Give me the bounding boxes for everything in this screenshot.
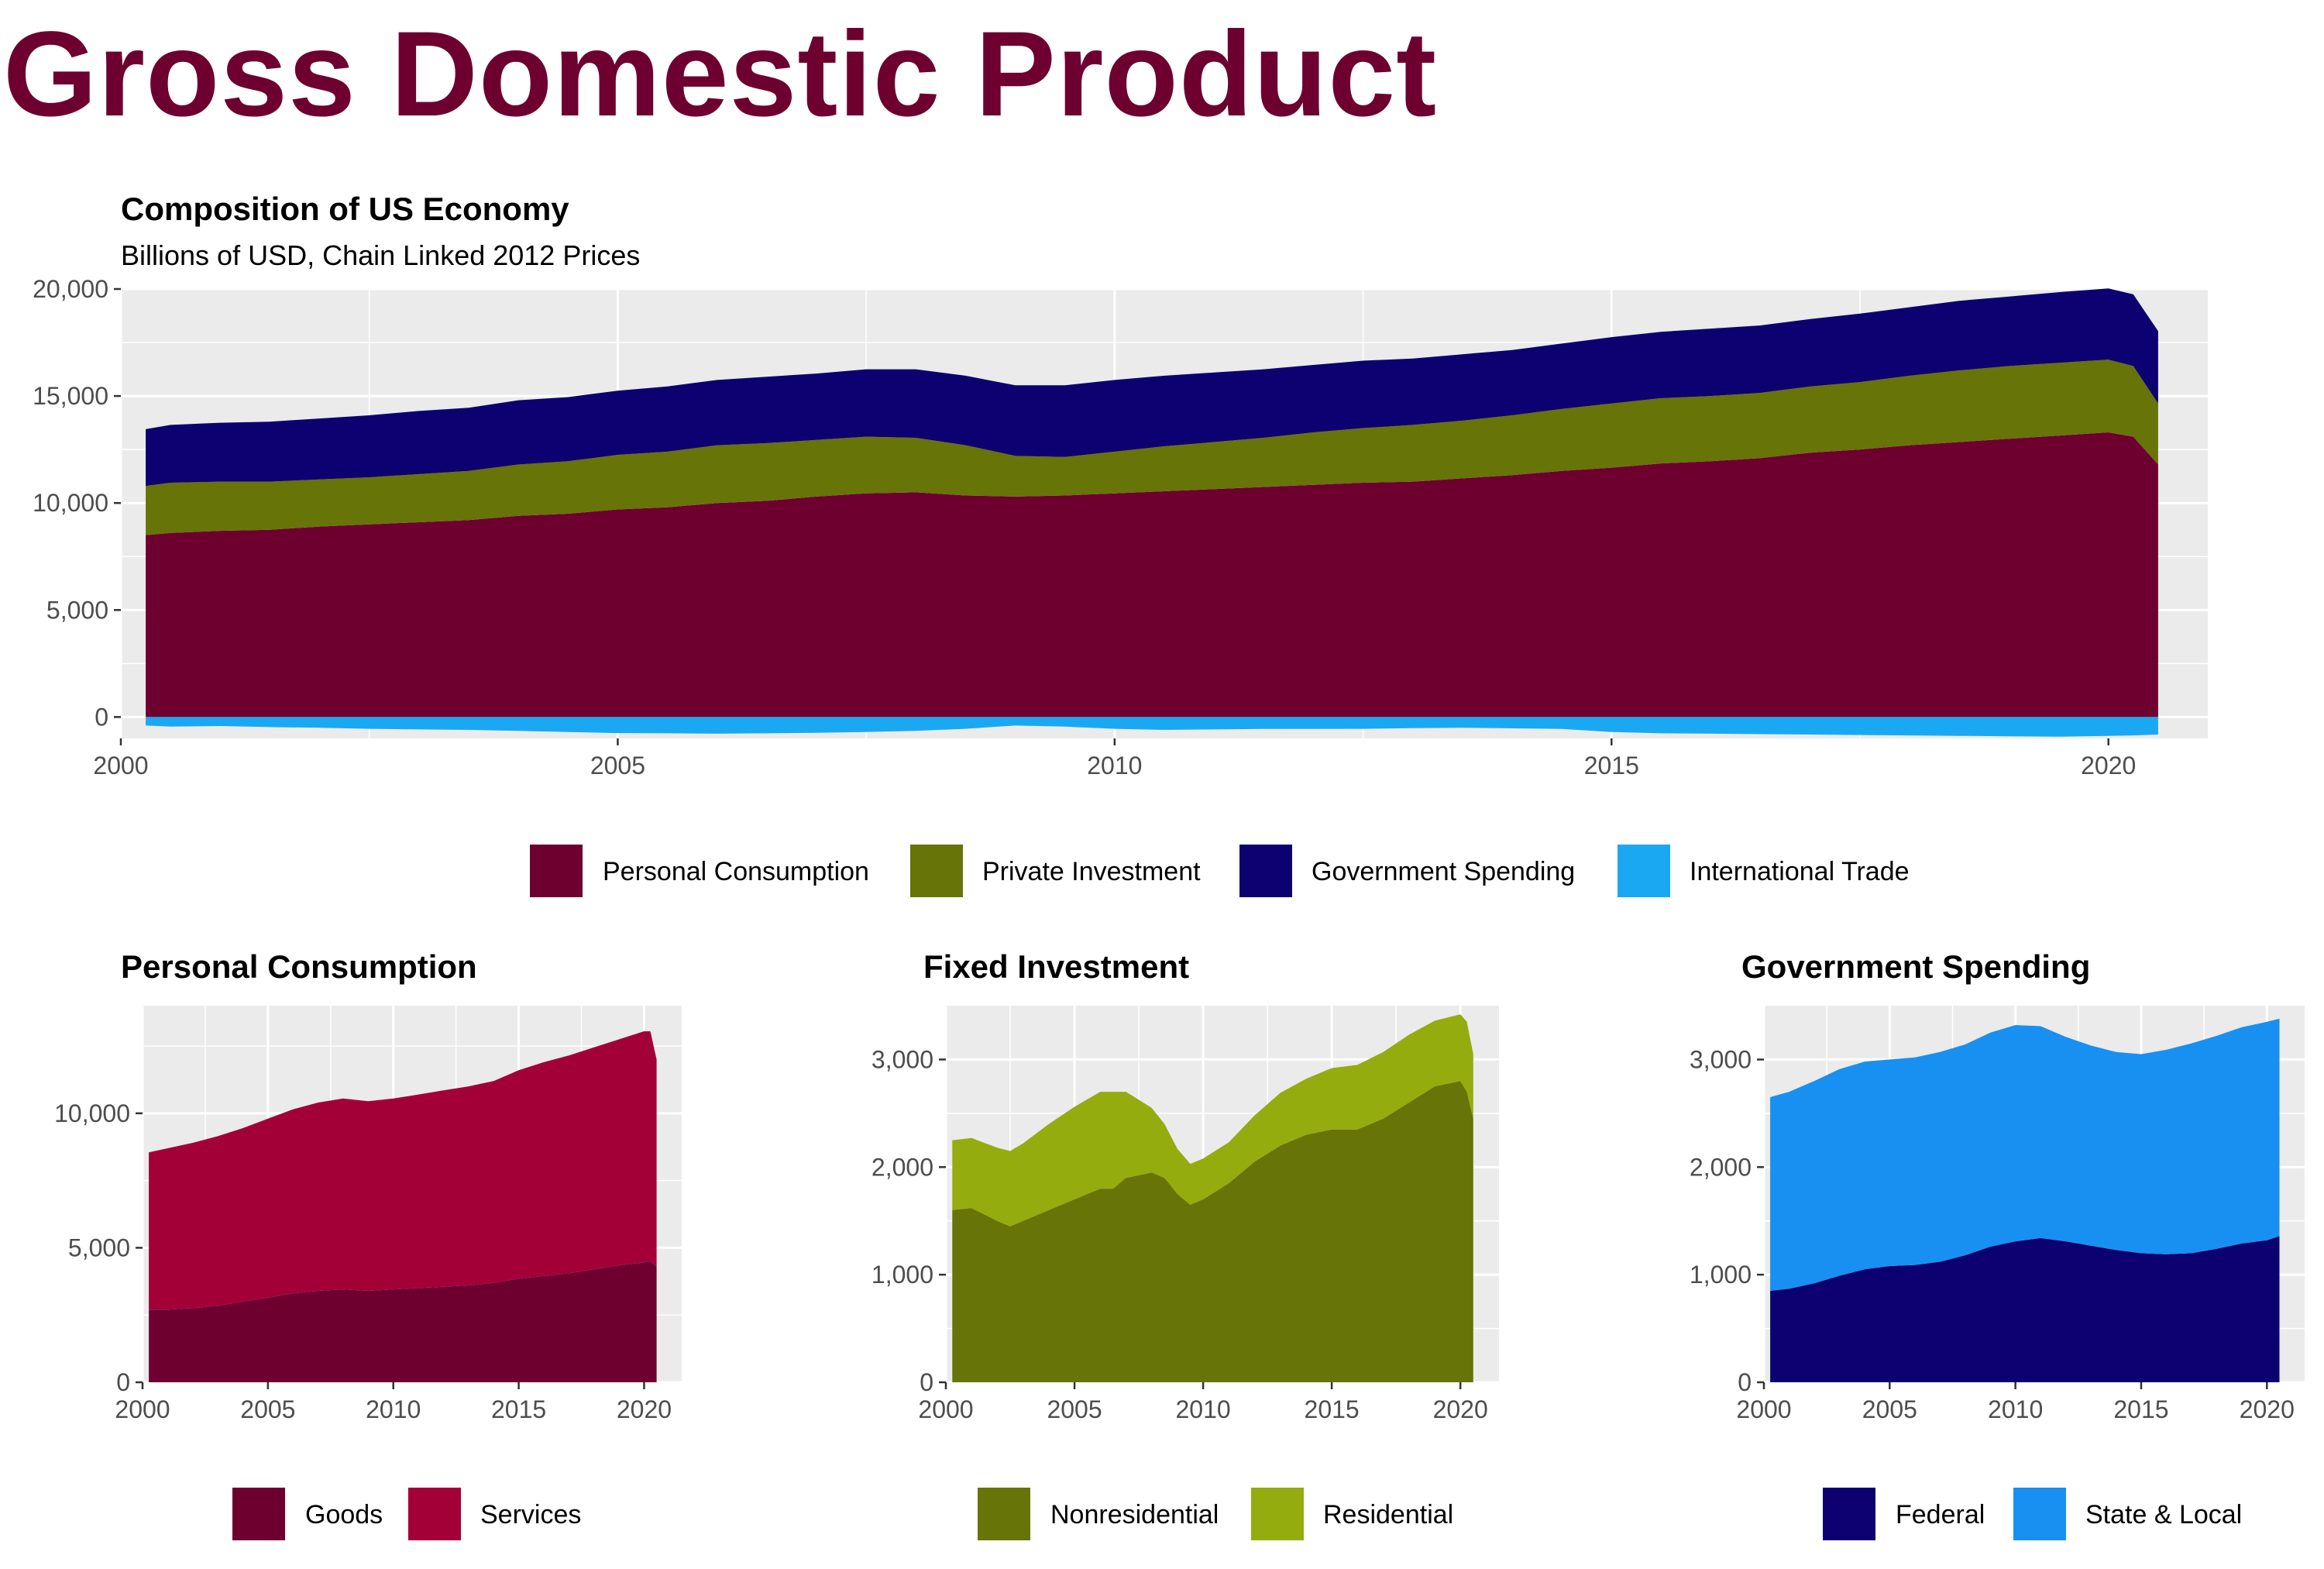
x-tick-label: 2005 xyxy=(1047,1395,1102,1423)
legend: Personal Consumption Private Investment Go… xyxy=(530,845,1910,897)
series-areas xyxy=(1770,1018,2280,1382)
area-nonresidential xyxy=(952,1081,1473,1382)
legend-label: Government Spending xyxy=(1312,857,1575,886)
legend-key xyxy=(408,1488,461,1540)
legend-label: International Trade xyxy=(1690,857,1910,886)
legend-item-international-trade: International Trade xyxy=(1618,845,1910,897)
x-tick-label: 2015 xyxy=(491,1395,546,1423)
legend-label: Nonresidential xyxy=(1050,1500,1219,1529)
legend-label: Federal xyxy=(1896,1500,1985,1529)
series-areas xyxy=(149,1031,657,1382)
legend-item-state-and-local: State & Local xyxy=(2013,1488,2242,1540)
x-tick-label: 2015 xyxy=(1305,1395,1360,1423)
legend-item-residential: Residential xyxy=(1251,1488,1453,1540)
chart-title: Fixed Investment xyxy=(923,948,1189,985)
area-international-trade xyxy=(146,717,2158,737)
y-tick-label: 0 xyxy=(1738,1368,1752,1396)
legend-key xyxy=(1251,1488,1304,1540)
axes: 0 5,000 10,000 2000 2005 2010 2015 2020 xyxy=(54,1099,672,1423)
y-tick-label: 2,000 xyxy=(1690,1153,1752,1181)
page-title: Gross Domestic Product xyxy=(3,7,1438,142)
x-tick-label: 2005 xyxy=(240,1395,295,1423)
legend-key xyxy=(2013,1488,2066,1540)
y-tick-label: 20,000 xyxy=(33,275,108,303)
legend-item-services: Services xyxy=(408,1488,581,1540)
axes: 0 5,000 10,000 15,000 20,000 2000 2005 2010 2015… xyxy=(33,275,2136,779)
x-tick-label: 2010 xyxy=(1988,1395,2043,1423)
x-tick-label: 2010 xyxy=(1175,1395,1230,1423)
legend-key xyxy=(232,1488,285,1540)
legend-label: Residential xyxy=(1323,1500,1453,1529)
legend-label: Private Investment xyxy=(982,857,1201,886)
area-services xyxy=(149,1031,657,1310)
y-tick-label: 5,000 xyxy=(68,1234,130,1261)
x-tick-label: 2010 xyxy=(366,1395,421,1423)
x-tick-label: 2020 xyxy=(2081,752,2136,779)
legend-item-goods: Goods xyxy=(232,1488,383,1540)
y-tick-label: 10,000 xyxy=(33,489,108,517)
y-tick-label: 1,000 xyxy=(871,1261,933,1289)
legend-item-nonresidential: Nonresidential xyxy=(978,1488,1219,1540)
area-federal xyxy=(1770,1236,2280,1382)
x-tick-label: 2020 xyxy=(2240,1395,2295,1423)
legend-key xyxy=(978,1488,1030,1540)
legend-label: Services xyxy=(480,1500,581,1529)
legend: Nonresidential Residential xyxy=(978,1488,1453,1540)
x-tick-label: 2020 xyxy=(617,1395,672,1423)
x-tick-label: 2015 xyxy=(2113,1395,2168,1423)
y-tick-label: 2,000 xyxy=(871,1153,933,1181)
y-tick-label: 0 xyxy=(920,1368,933,1396)
legend-key xyxy=(910,845,963,897)
legend-item-private-investment: Private Investment xyxy=(910,845,1201,897)
y-tick-label: 3,000 xyxy=(1690,1045,1752,1073)
axes: 0 1,000 2,000 3,000 2000 2005 2010 2015 2020 xyxy=(1690,1045,2295,1423)
y-tick-label: 10,000 xyxy=(54,1099,130,1127)
legend-key xyxy=(1823,1488,1875,1540)
chart-government-spending: Government Spending 0 1,000 2,000 3,000 2000 2… xyxy=(1690,948,2305,1540)
chart-title: Composition of US Economy xyxy=(121,191,569,227)
area-personal-consumption xyxy=(146,432,2158,717)
x-tick-label: 2000 xyxy=(1736,1395,1791,1423)
legend-key xyxy=(1239,845,1292,897)
x-tick-label: 2000 xyxy=(918,1395,973,1423)
legend-label: Personal Consumption xyxy=(603,857,869,886)
axes: 0 1,000 2,000 3,000 2000 2005 2010 2015 2020 xyxy=(871,1045,1488,1423)
y-tick-label: 0 xyxy=(116,1368,130,1396)
legend-key xyxy=(1618,845,1670,897)
series-areas xyxy=(952,1014,1473,1382)
legend-label: Goods xyxy=(305,1500,383,1529)
x-tick-label: 2005 xyxy=(590,752,645,779)
series-areas xyxy=(146,288,2158,737)
y-tick-label: 0 xyxy=(95,703,108,731)
x-tick-label: 2000 xyxy=(115,1395,170,1423)
chart-composition-of-us-economy: Composition of US Economy Billions of USD… xyxy=(33,191,2208,897)
legend-item-personal-consumption: Personal Consumption xyxy=(530,845,869,897)
legend: Federal State & Local xyxy=(1823,1488,2242,1540)
legend-key xyxy=(530,845,583,897)
area-state-and-local xyxy=(1770,1018,2280,1291)
chart-title: Personal Consumption xyxy=(121,948,477,985)
y-tick-label: 15,000 xyxy=(33,382,108,410)
area-government-spending xyxy=(146,288,2158,487)
y-tick-label: 3,000 xyxy=(871,1045,933,1073)
x-tick-label: 2000 xyxy=(93,752,148,779)
legend: Goods Services xyxy=(232,1488,581,1540)
legend-label: State & Local xyxy=(2085,1500,2242,1529)
chart-subtitle: Billions of USD, Chain Linked 2012 Price… xyxy=(121,239,640,271)
chart-title: Government Spending xyxy=(1741,948,2090,985)
x-tick-label: 2010 xyxy=(1087,752,1142,779)
area-residential xyxy=(952,1014,1473,1227)
x-tick-label: 2005 xyxy=(1862,1395,1917,1423)
legend-item-federal: Federal xyxy=(1823,1488,1985,1540)
y-tick-label: 5,000 xyxy=(46,596,108,624)
chart-fixed-investment: Fixed Investment 0 1,000 2,000 3,000 2000 2005… xyxy=(871,948,1499,1540)
x-tick-label: 2015 xyxy=(1584,752,1639,779)
area-goods xyxy=(149,1261,657,1382)
area-private-investment xyxy=(146,360,2158,535)
x-tick-label: 2020 xyxy=(1433,1395,1488,1423)
y-tick-label: 1,000 xyxy=(1690,1261,1752,1289)
chart-personal-consumption: Personal Consumption 0 5,000 10,000 2000 2005… xyxy=(54,948,682,1540)
legend-item-government-spending: Government Spending xyxy=(1239,845,1575,897)
